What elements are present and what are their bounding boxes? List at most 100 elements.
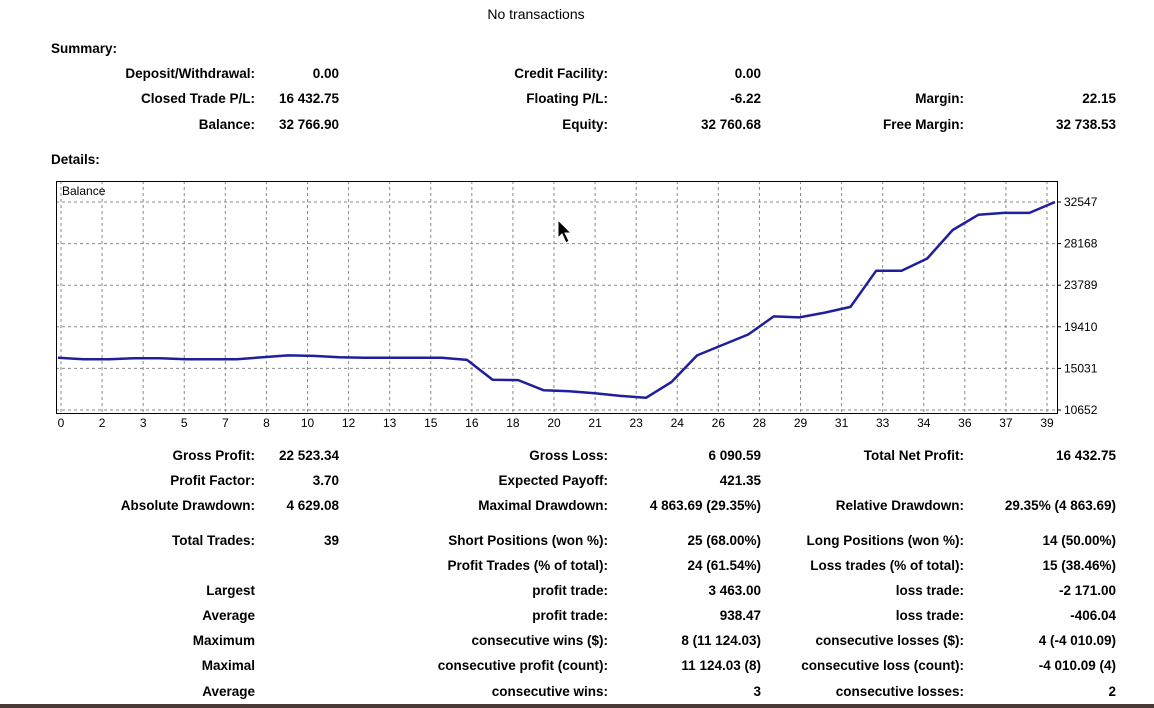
chart-frame [56,181,1058,414]
deposit-value: 0.00 [312,66,339,81]
short-positions-label: Short Positions (won %): [448,533,608,548]
no-transactions-message: No transactions [487,6,585,22]
loss-trades-label: Loss trades (% of total): [810,558,964,573]
balance-series-line [57,200,1056,400]
profit-trades-value: 24 (61.54%) [687,558,761,573]
credit-value: 0.00 [734,66,761,81]
gross-loss-label: Gross Loss: [529,448,608,463]
short-positions-value: 25 (68.00%) [687,533,761,548]
y-tick-label: 19410 [1064,320,1098,334]
row-largest-label: Largest [206,583,255,598]
profit-factor-value: 3.70 [312,473,339,488]
closed-pl-label: Closed Trade P/L: [140,91,255,106]
deposit-label: Deposit/Withdrawal: [125,66,255,81]
x-tick-label: 26 [712,416,726,430]
average-loss-value: -406.04 [1070,608,1116,623]
largest-loss-label: loss trade: [895,583,964,598]
credit-label: Credit Facility: [514,66,608,81]
expected-payoff-label: Expected Payoff: [498,473,608,488]
x-tick-label: 13 [383,416,397,430]
x-tick-label: 31 [835,416,849,430]
y-axis: 32547 28168 23789 19410 15031 10652 [1057,195,1098,417]
x-tick-label: 2 [99,416,106,430]
row-average-label: Average [202,608,255,623]
row-maximal-label: Maximal [201,658,255,673]
max-consecutive-losses-label: consecutive losses ($): [815,633,964,648]
gross-profit-value: 22 523.34 [278,448,339,463]
total-trades-label: Total Trades: [171,533,255,548]
maximal-drawdown-value: 4 863.69 (29.35%) [649,498,761,513]
floating-pl-value: -6.22 [730,91,761,106]
x-tick-label: 34 [917,416,931,430]
details-heading: Details: [51,152,100,167]
relative-drawdown-value: 29.35% (4 863.69) [1004,498,1116,513]
y-tick-label: 10652 [1064,403,1098,417]
x-tick-label: 37 [999,416,1013,430]
expected-payoff-value: 421.35 [719,473,761,488]
max-consecutive-wins-value: 8 (11 124.03) [681,633,761,648]
average-consecutive-losses-value: 2 [1108,684,1116,699]
x-axis: 0 2 3 5 7 8 10 12 13 15 16 18 20 21 23 24 26 28 29 31 33 34 36… [58,416,1054,430]
x-tick-label: 8 [263,416,270,430]
free-margin-value: 32 738.53 [1055,117,1116,132]
row-maximum-label: Maximum [192,633,255,648]
x-tick-label: 5 [181,416,188,430]
absolute-drawdown-label: Absolute Drawdown: [120,498,255,513]
absolute-drawdown-value: 4 629.08 [286,498,339,513]
x-tick-label: 18 [506,416,520,430]
largest-loss-value: -2 171.00 [1058,583,1116,598]
maximal-consecutive-loss-value: -4 010.09 (4) [1038,658,1116,673]
x-tick-label: 3 [140,416,147,430]
x-tick-label: 7 [222,416,229,430]
x-tick-label: 29 [794,416,808,430]
long-positions-label: Long Positions (won %): [806,533,964,548]
gross-profit-label: Gross Profit: [172,448,255,463]
balance-value: 32 766.90 [278,117,339,132]
equity-value: 32 760.68 [700,117,761,132]
profit-trades-label: Profit Trades (% of total): [447,558,608,573]
x-tick-label: 10 [301,416,315,430]
maximal-consecutive-profit-value: 11 124.03 (8) [681,658,761,673]
y-tick-label: 32547 [1064,195,1098,209]
row-average2-label: Average [202,684,255,699]
margin-value: 22.15 [1082,91,1116,106]
x-tick-label: 16 [465,416,479,430]
y-tick-label: 23789 [1064,278,1098,292]
window-bottom-edge [0,704,1154,708]
x-tick-label: 39 [1040,416,1054,430]
equity-label: Equity: [562,117,608,132]
x-tick-label: 20 [547,416,561,430]
average-consecutive-wins-value: 3 [753,684,761,699]
average-profit-value: 938.47 [719,608,761,623]
floating-pl-label: Floating P/L: [526,91,608,106]
average-loss-label: loss trade: [895,608,964,623]
x-tick-label: 36 [958,416,972,430]
x-tick-label: 12 [342,416,356,430]
long-positions-value: 14 (50.00%) [1042,533,1116,548]
free-margin-label: Free Margin: [882,117,964,132]
relative-drawdown-label: Relative Drawdown: [835,498,964,513]
average-consecutive-wins-label: consecutive wins: [491,684,608,699]
maximal-consecutive-profit-label: consecutive profit (count): [437,658,608,673]
chart-title: Balance [62,184,106,198]
closed-pl-value: 16 432.75 [278,91,339,106]
mouse-cursor-icon [557,218,573,244]
average-consecutive-losses-label: consecutive losses: [835,684,964,699]
y-tick-label: 28168 [1064,237,1098,251]
x-tick-label: 23 [629,416,643,430]
x-tick-label: 24 [671,416,685,430]
max-consecutive-wins-label: consecutive wins ($): [471,633,608,648]
summary-heading: Summary: [51,41,118,56]
chart-grid [56,181,1057,413]
largest-profit-label: profit trade: [532,583,608,598]
maximal-drawdown-label: Maximal Drawdown: [478,498,608,513]
loss-trades-value: 15 (38.46%) [1042,558,1116,573]
x-tick-label: 28 [753,416,767,430]
total-net-label: Total Net Profit: [863,448,964,463]
margin-label: Margin: [915,91,964,106]
maximal-consecutive-loss-label: consecutive loss (count): [801,658,964,673]
gross-loss-value: 6 090.59 [708,448,761,463]
largest-profit-value: 3 463.00 [708,583,761,598]
total-net-value: 16 432.75 [1055,448,1116,463]
